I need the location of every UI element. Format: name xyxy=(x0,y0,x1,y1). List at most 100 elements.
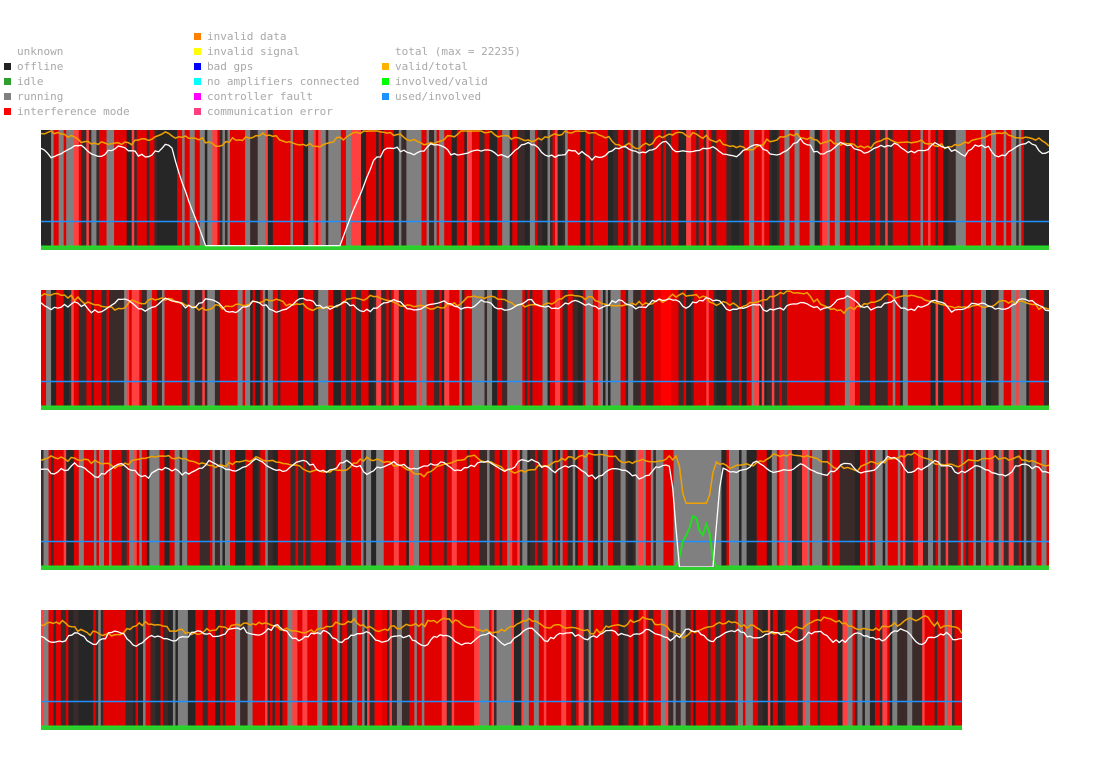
status-bar xyxy=(685,610,692,728)
status-bar xyxy=(487,290,493,408)
status-bar xyxy=(735,610,739,728)
status-bar xyxy=(897,610,901,728)
status-bar xyxy=(887,450,894,568)
status-bar xyxy=(350,290,357,408)
status-bar xyxy=(802,290,805,408)
status-bar xyxy=(439,130,445,248)
status-bar xyxy=(754,290,760,408)
status-bar xyxy=(446,450,453,568)
status-bar xyxy=(736,130,740,248)
status-bar xyxy=(366,130,369,248)
status-bar xyxy=(401,610,408,728)
status-bar xyxy=(577,130,581,248)
status-bar xyxy=(439,290,443,408)
status-bar xyxy=(731,290,735,408)
status-bar xyxy=(523,610,530,728)
status-bar xyxy=(937,610,940,728)
status-bar xyxy=(812,450,818,568)
status-bar xyxy=(376,450,382,568)
status-bar xyxy=(854,130,858,248)
status-bar xyxy=(388,130,395,248)
status-bar xyxy=(673,290,677,408)
status-bar xyxy=(325,130,329,248)
status-bar xyxy=(865,450,868,568)
status-bar xyxy=(528,610,535,728)
status-bar xyxy=(215,610,221,728)
status-bar xyxy=(762,610,769,728)
status-bar xyxy=(708,610,711,728)
status-bar xyxy=(832,450,836,568)
status-bar xyxy=(154,130,158,248)
status-bar xyxy=(424,610,430,728)
status-bar xyxy=(785,610,791,728)
status-bar xyxy=(471,450,478,568)
status-bar xyxy=(202,290,206,408)
status-bar xyxy=(802,610,806,728)
status-bar xyxy=(772,610,779,728)
status-bar xyxy=(73,130,80,248)
status-bar xyxy=(189,290,196,408)
status-bar xyxy=(849,130,856,248)
status-bar xyxy=(451,450,458,568)
status-bar xyxy=(345,130,352,248)
legend-label: offline xyxy=(17,60,64,73)
status-bar xyxy=(267,450,274,568)
status-bar xyxy=(328,450,332,568)
status-bar xyxy=(920,130,924,248)
status-bar xyxy=(552,130,556,248)
status-bar xyxy=(1041,450,1047,568)
status-bar xyxy=(907,290,914,408)
status-bar xyxy=(557,450,561,568)
status-bar xyxy=(938,290,942,408)
status-bar xyxy=(492,290,498,408)
strip-baseline xyxy=(41,567,1049,570)
status-bar xyxy=(396,610,403,728)
status-bar xyxy=(968,450,974,568)
status-bar xyxy=(230,290,236,408)
status-bar xyxy=(655,610,662,728)
status-bar xyxy=(726,450,730,568)
status-bar xyxy=(660,130,664,248)
status-bar xyxy=(870,450,873,568)
status-bar xyxy=(608,450,614,568)
status-bar xyxy=(230,130,233,248)
status-bar xyxy=(106,130,112,248)
status-bar xyxy=(965,450,969,568)
status-bar xyxy=(832,610,836,728)
status-bar xyxy=(194,130,201,248)
status-bar xyxy=(655,450,659,568)
status-bar xyxy=(103,610,109,728)
status-bar xyxy=(376,130,380,248)
status-bar xyxy=(212,450,216,568)
legend-swatch xyxy=(194,33,201,40)
status-bar xyxy=(335,450,339,568)
status-bar xyxy=(751,450,758,568)
status-bar xyxy=(635,450,639,568)
status-bar xyxy=(429,130,435,248)
status-bar xyxy=(113,610,119,728)
status-bar xyxy=(73,290,80,408)
status-bar xyxy=(708,130,712,248)
status-bar xyxy=(648,130,652,248)
status-bar xyxy=(267,290,274,408)
status-bar xyxy=(730,610,736,728)
status-bar xyxy=(190,610,196,728)
status-bar xyxy=(543,610,547,728)
status-bar xyxy=(588,610,592,728)
status-bar xyxy=(1031,130,1035,248)
status-bar xyxy=(645,610,649,728)
status-bar xyxy=(353,450,357,568)
status-bar xyxy=(711,450,715,568)
status-bar xyxy=(786,290,793,408)
status-bar xyxy=(167,610,174,728)
status-bar xyxy=(169,450,175,568)
status-bar xyxy=(585,130,591,248)
status-bar xyxy=(237,130,243,248)
status-bar xyxy=(368,290,375,408)
status-bar xyxy=(179,130,183,248)
status-bar xyxy=(227,290,231,408)
status-bar xyxy=(683,290,687,408)
status-bar xyxy=(524,130,528,248)
status-bar xyxy=(784,450,788,568)
status-bar xyxy=(660,290,664,408)
